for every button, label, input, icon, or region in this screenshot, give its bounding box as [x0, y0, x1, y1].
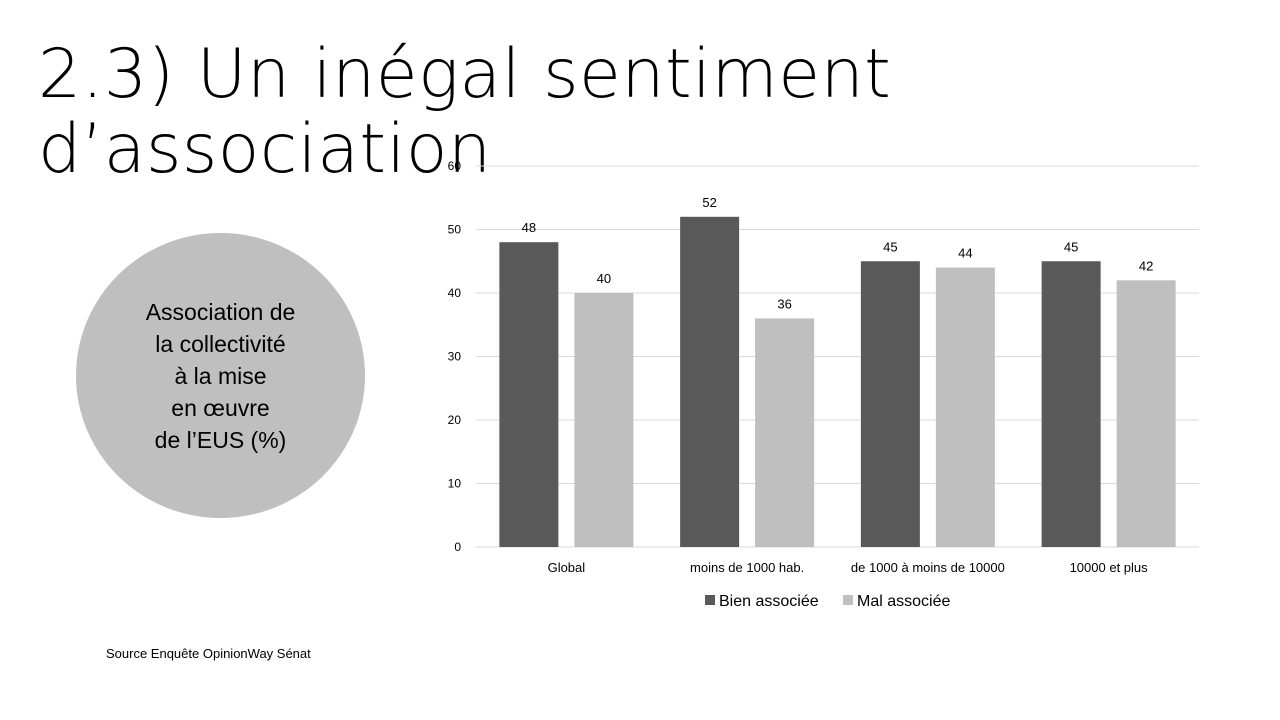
bar-mal-2 [935, 267, 995, 547]
data-label: 44 [958, 246, 972, 261]
data-label: 42 [1139, 258, 1153, 273]
legend-label-mal: Mal associée [857, 593, 950, 610]
legend-label-bien: Bien associée [719, 593, 819, 610]
x-category-label: moins de 1000 hab. [690, 560, 804, 575]
y-tick-label: 0 [454, 540, 461, 554]
y-tick-label: 10 [448, 477, 462, 491]
data-label: 45 [883, 239, 897, 254]
y-tick-label: 60 [448, 159, 462, 173]
bar-bien-0 [499, 242, 559, 547]
slide-title: 2.3) Un inégal sentiment d’association [38, 35, 892, 189]
bar-bien-1 [680, 216, 740, 548]
y-tick-label: 50 [448, 223, 462, 237]
topic-circle: Association de la collectivité à la mise… [76, 233, 365, 518]
bar-mal-1 [755, 318, 815, 547]
data-label: 48 [522, 220, 536, 235]
y-tick-label: 20 [448, 413, 462, 427]
bar-mal-0 [574, 293, 634, 547]
legend-swatch-bien [705, 595, 715, 605]
x-category-label: 10000 et plus [1070, 560, 1149, 575]
source-note: Source Enquête OpinionWay Sénat [106, 646, 311, 661]
x-category-label: de 1000 à moins de 10000 [851, 560, 1005, 575]
legend-swatch-mal [843, 595, 853, 605]
bar-mal-3 [1116, 280, 1176, 547]
y-tick-label: 30 [448, 350, 462, 364]
topic-circle-label: Association de la collectivité à la mise… [145, 298, 296, 453]
bar-bien-3 [1041, 261, 1101, 547]
data-label: 40 [597, 271, 611, 286]
data-label: 45 [1064, 239, 1078, 254]
y-tick-label: 40 [448, 286, 462, 300]
x-category-label: Global [548, 560, 586, 575]
bar-bien-2 [860, 261, 920, 547]
data-label: 52 [702, 195, 716, 210]
data-label: 36 [777, 296, 791, 311]
